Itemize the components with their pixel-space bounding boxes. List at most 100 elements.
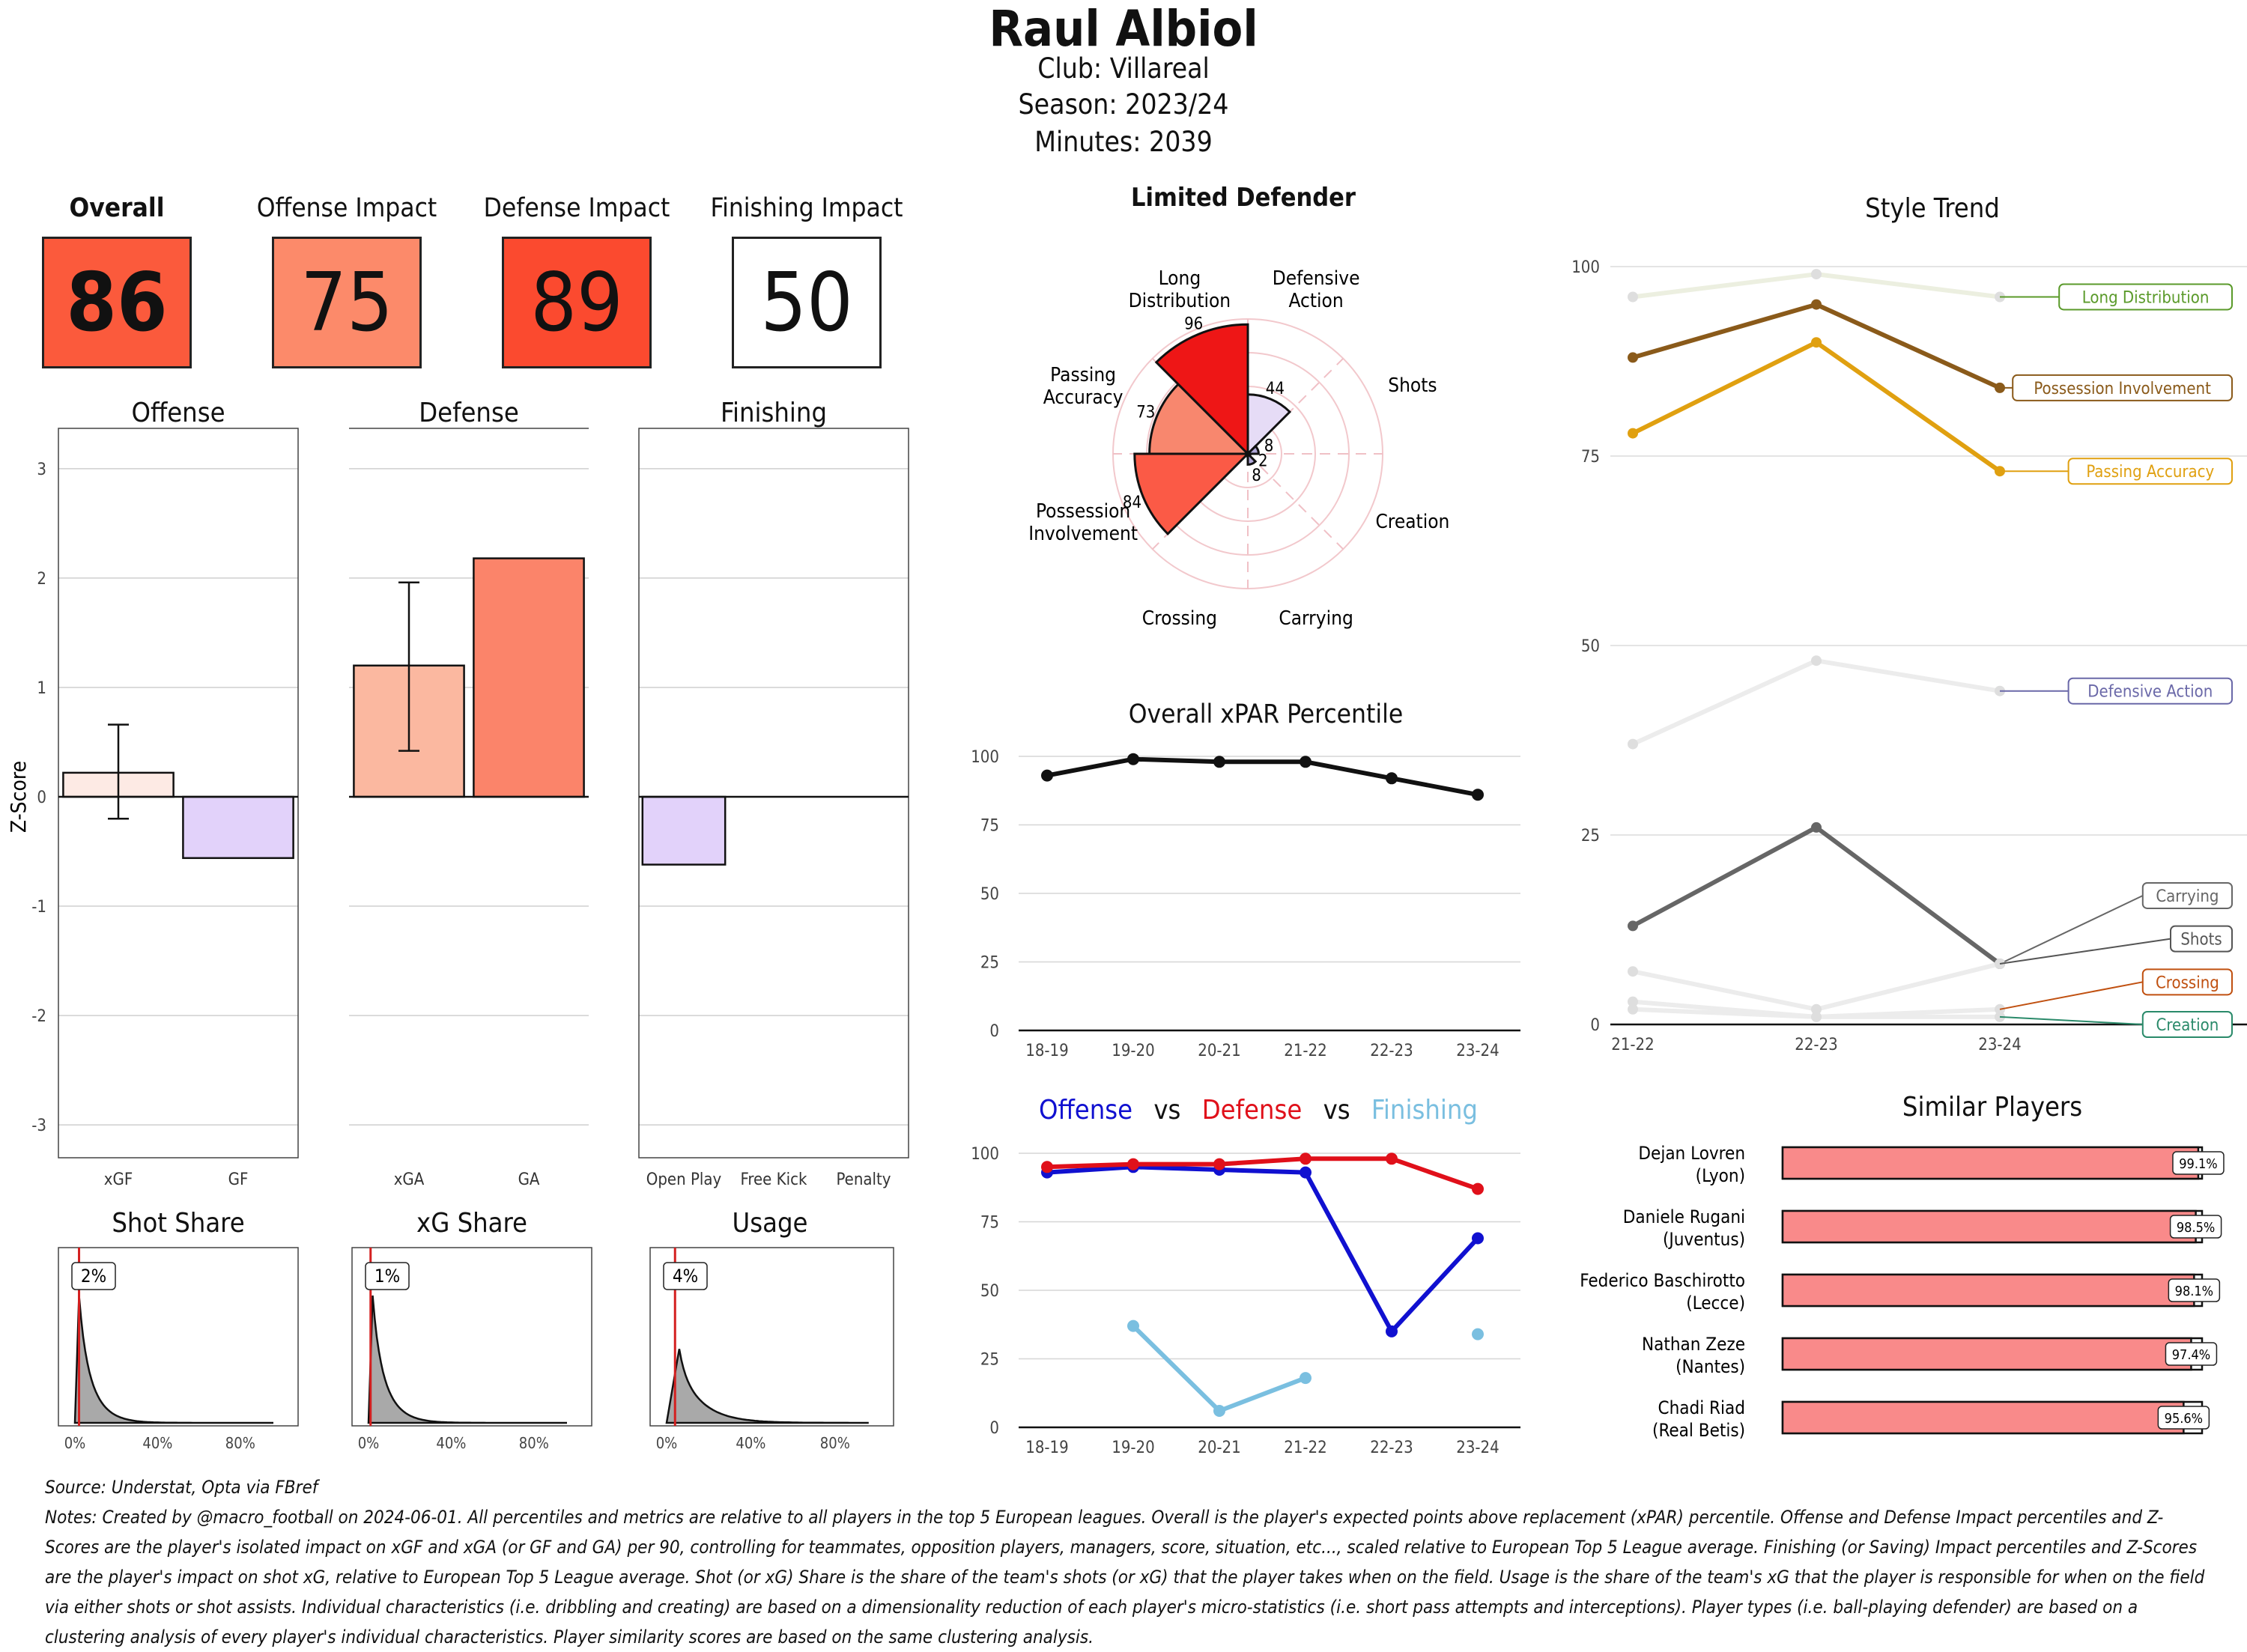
dist-x-tick: 40% [436, 1434, 466, 1452]
player-name: Raul Albiol [989, 0, 1258, 58]
zscore-y-tick: 3 [37, 461, 46, 479]
dist-x-tick: 40% [736, 1434, 765, 1452]
polar-wedge-shots [1245, 444, 1260, 455]
club-line: Club: Villareal [1037, 52, 1210, 85]
polar-wedge-passing-accuracy [1148, 382, 1251, 455]
kpi-defense-label: Defense Impact [483, 193, 670, 223]
line-y-tick: 100 [971, 1145, 999, 1164]
kpi-offense-value: 75 [272, 237, 422, 368]
style-label-text: Defensive Action [2087, 683, 2213, 702]
zscore-x-tick: xGF [104, 1170, 133, 1189]
line-point-finishing [1472, 1328, 1484, 1340]
zscore-panel-frame [58, 428, 299, 1158]
similar-bar [1781, 1209, 2197, 1244]
dist-x-tick: 0% [358, 1434, 380, 1452]
polar-value-label: 8 [1264, 437, 1274, 455]
style-x-tick: 23-24 [1978, 1036, 2022, 1054]
dist-label-value: 2% [81, 1266, 106, 1287]
style-label-connector [1999, 938, 2171, 965]
xpar-title: Overall xPAR Percentile [1128, 699, 1404, 729]
style-label-text: Passing Accuracy [2086, 463, 2214, 482]
similar-chart: Dejan Lovren(Lyon) 99.1% Daniele Rugani(Ju… [1580, 1143, 2225, 1441]
line-x-tick: 23-24 [1456, 1439, 1499, 1457]
style-y-tick: 50 [1581, 637, 1600, 656]
zscore-finishing-title: Finishing [720, 398, 828, 428]
dist-x-tick: 0% [656, 1434, 678, 1452]
zscore-x-tick: xGA [394, 1170, 425, 1189]
similar-player-name: Dejan Lovren [1638, 1143, 1745, 1164]
style-label-box [2141, 1011, 2233, 1038]
line-point-xpar [1300, 756, 1311, 768]
similar-label-box [2157, 1406, 2210, 1430]
dist-label-value: 1% [374, 1266, 400, 1287]
zscore-x-tick: Penalty [837, 1170, 891, 1189]
style-point [1811, 269, 1822, 280]
ovd-title-defense: Defense [1201, 1095, 1303, 1126]
style-label-text: Creation [2156, 1016, 2219, 1035]
similar-label: 95.6% [2165, 1411, 2203, 1427]
style-point [1628, 1003, 1638, 1015]
zscore-panel-frame [638, 428, 909, 1158]
ovd-title: Offense vs Defense vs Finishing [1034, 1095, 1483, 1126]
season-line: Season: 2023/24 [1018, 88, 1229, 121]
style-line-carrying [1631, 825, 2001, 966]
zscore-y-tick: -2 [31, 1007, 46, 1026]
dist-x-tick: 0% [64, 1434, 86, 1452]
polar-value-label: 84 [1123, 494, 1141, 512]
ovd-chart: 0 25 50 75 100 18-19 19-20 20-21 21-22 22-23 23-24 [971, 1145, 1520, 1457]
dist-density-area [367, 1295, 567, 1424]
line-y-tick: 25 [980, 954, 999, 973]
zscore-defense-title: Defense [419, 398, 519, 428]
style-point [1628, 996, 1638, 1007]
line-point-offense [1386, 1325, 1398, 1337]
line-series-offense [1046, 1164, 1480, 1334]
style-point [1811, 1011, 1822, 1022]
zscore-y-tick: -1 [31, 898, 46, 917]
polar-value-label: 8 [1252, 467, 1261, 485]
style-label-text: Carrying [2156, 887, 2219, 906]
line-y-tick: 75 [980, 817, 999, 836]
style-label-text: Long Distribution [2082, 288, 2210, 307]
zscore-bar-GF [182, 795, 294, 860]
ovd-title-vs2: vs [1323, 1095, 1350, 1126]
kpi-finishing-label: Finishing Impact [710, 193, 903, 223]
style-label-box [2141, 881, 2233, 909]
line-y-tick: 75 [980, 1214, 999, 1233]
polar-category-label: Creation [1375, 511, 1449, 533]
polar-spoke [1247, 453, 1344, 550]
style-line-defensive-action [1631, 658, 2001, 747]
ovd-title-finishing: Finishing [1371, 1095, 1478, 1126]
line-point-defense [1472, 1182, 1484, 1195]
style-point [1811, 337, 1822, 348]
line-x-tick: 20-21 [1198, 1439, 1241, 1457]
line-point-finishing [1127, 1320, 1139, 1332]
line-x-tick: 18-19 [1025, 1439, 1069, 1457]
style-y-tick: 75 [1581, 448, 1600, 467]
line-point-xpar [1127, 753, 1139, 765]
line-point-xpar [1386, 772, 1398, 785]
style-label-box [2058, 283, 2234, 311]
line-x-tick: 22-23 [1370, 1439, 1413, 1457]
dist-x-tick: 80% [519, 1434, 549, 1452]
line-series-defense [1046, 1156, 1479, 1191]
style-label-box [2067, 677, 2233, 705]
style-point [1811, 299, 1822, 310]
usage-title: Usage [732, 1208, 808, 1239]
similar-player-club: (Lyon) [1696, 1165, 1745, 1186]
polar-title: Limited Defender [1131, 183, 1356, 213]
line-point-defense [1041, 1161, 1053, 1173]
line-point-xpar [1472, 789, 1484, 801]
line-x-tick: 23-24 [1456, 1042, 1499, 1060]
kpi-overall-value: 86 [42, 237, 192, 368]
line-point-finishing [1300, 1372, 1311, 1385]
style-label-connector [1999, 1015, 2143, 1025]
zscore-bar-GA [473, 557, 585, 798]
similar-label-box [2172, 1151, 2225, 1175]
line-y-tick: 50 [980, 1282, 999, 1301]
line-x-tick: 22-23 [1370, 1042, 1413, 1060]
polar-category-label: Defensive Action [1273, 267, 1360, 312]
kpi-defense-value: 89 [502, 237, 652, 368]
similar-player-name: Federico Baschirotto [1580, 1270, 1745, 1291]
style-label-box [2012, 374, 2233, 401]
zscore-y-label: Z-Score [6, 761, 31, 833]
